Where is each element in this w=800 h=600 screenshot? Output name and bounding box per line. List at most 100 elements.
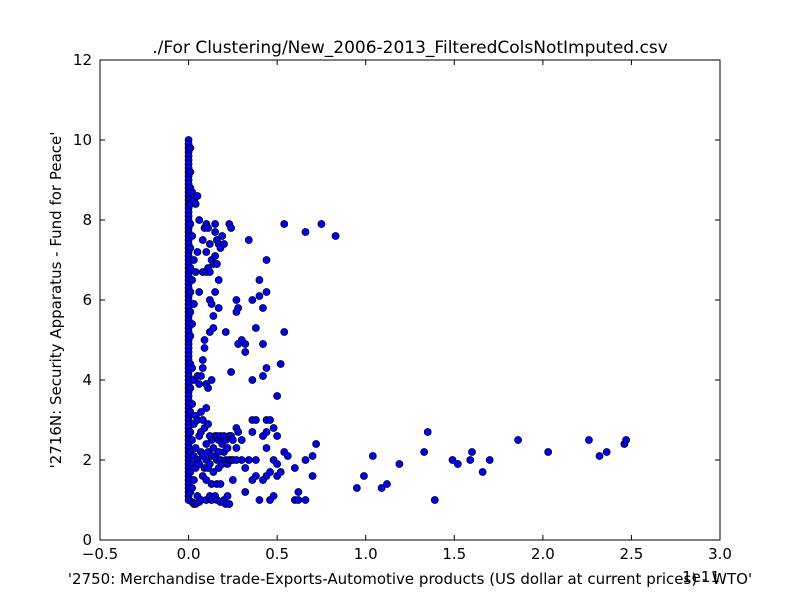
scatter-point [266, 468, 274, 476]
scatter-point [453, 460, 462, 468]
scatter-point [255, 276, 264, 284]
scatter-point [423, 428, 432, 436]
scatter-point [237, 456, 246, 464]
scatter-point [269, 492, 278, 500]
scatter-point [197, 372, 205, 380]
scatter-point [205, 268, 214, 276]
scatter-point [202, 248, 211, 256]
scatter-point [186, 220, 195, 228]
scatter-point [191, 268, 200, 276]
scatter-point [255, 292, 264, 300]
scatter-point [544, 448, 553, 456]
scatter-point [273, 392, 282, 400]
x-offset-label: 1e11 [682, 568, 720, 586]
y-tick-label: 2 [82, 451, 92, 469]
scatter-point [211, 228, 220, 236]
scatter-point [248, 428, 257, 436]
scatter-point [211, 288, 220, 296]
scatter-point [186, 468, 195, 476]
scatter-point [186, 264, 195, 272]
scatter-point [186, 168, 195, 176]
y-tick-label: 6 [82, 291, 92, 309]
scatter-point [241, 464, 250, 472]
scatter-point [225, 500, 234, 508]
scatter-point [266, 416, 274, 424]
scatter-point [301, 228, 310, 236]
scatter-point [186, 408, 195, 416]
scatter-point [368, 452, 377, 460]
scatter-point [198, 364, 207, 372]
x-tick-label: 1.5 [442, 545, 466, 563]
scatter-point [216, 480, 225, 488]
chart-title: ./For Clustering/New_2006-2013_FilteredC… [152, 38, 668, 58]
scatter-point [186, 288, 195, 296]
scatter-point [202, 440, 211, 448]
scatter-point [251, 324, 260, 332]
scatter-point [223, 492, 232, 500]
scatter-point [360, 472, 368, 480]
scatter-point [195, 288, 204, 296]
scatter-point [395, 460, 404, 468]
scatter-point [186, 308, 195, 316]
scatter-point [280, 328, 289, 336]
scatter-point [234, 428, 243, 436]
scatter-point [244, 236, 253, 244]
scatter-point [232, 444, 241, 452]
scatter-point [269, 424, 278, 432]
scatter-point [420, 448, 429, 456]
scatter-point [202, 476, 211, 484]
scatter-point [227, 224, 235, 232]
scatter-point [234, 304, 243, 312]
scatter-point [262, 364, 271, 372]
scatter-point [205, 240, 214, 248]
scatter-point [193, 192, 202, 200]
scatter-point [262, 288, 271, 296]
scatter-point [207, 376, 216, 384]
scatter-point [241, 340, 250, 348]
scatter-point [195, 216, 204, 224]
scatter-point [251, 456, 260, 464]
scatter-point [262, 444, 271, 452]
scatter-point [228, 476, 237, 484]
scatter-point [209, 312, 218, 320]
scatter-point [204, 224, 212, 232]
scatter-point [209, 324, 218, 332]
scatter-point [262, 256, 271, 264]
scatter-point [273, 460, 282, 468]
scatter-point [188, 484, 197, 492]
scatter-point [214, 276, 223, 284]
scatter-point [191, 200, 200, 208]
x-tick-label: −0.5 [82, 545, 118, 563]
scatter-point [237, 436, 246, 444]
scatter-point [273, 432, 282, 440]
scatter-point [223, 444, 232, 452]
scatter-point [312, 440, 321, 448]
scatter-point [308, 472, 317, 480]
y-tick-label: 8 [82, 211, 92, 229]
x-tick-label: 2.0 [531, 545, 555, 563]
scatter-point [259, 340, 267, 348]
scatter-point [280, 220, 289, 228]
scatter-point [622, 436, 631, 444]
scatter-point [195, 380, 204, 388]
scatter-point [241, 488, 250, 496]
scatter-point [204, 420, 212, 428]
scatter-point [228, 436, 237, 444]
scatter-point [232, 296, 241, 304]
scatter-point [585, 436, 593, 444]
scatter-point [188, 320, 197, 328]
y-tick-label: 0 [82, 531, 92, 549]
scatter-point [198, 356, 207, 364]
scatter-point [214, 304, 223, 312]
scatter-point [248, 376, 257, 384]
scatter-point [301, 456, 310, 464]
scatter-point [602, 448, 611, 456]
scatter-point [188, 188, 197, 196]
y-tick-label: 12 [73, 51, 92, 69]
x-tick-label: 0.0 [177, 545, 201, 563]
scatter-point [283, 452, 292, 460]
scatter-point [308, 452, 317, 460]
scatter-point [205, 460, 214, 468]
scatter-point [193, 248, 202, 256]
